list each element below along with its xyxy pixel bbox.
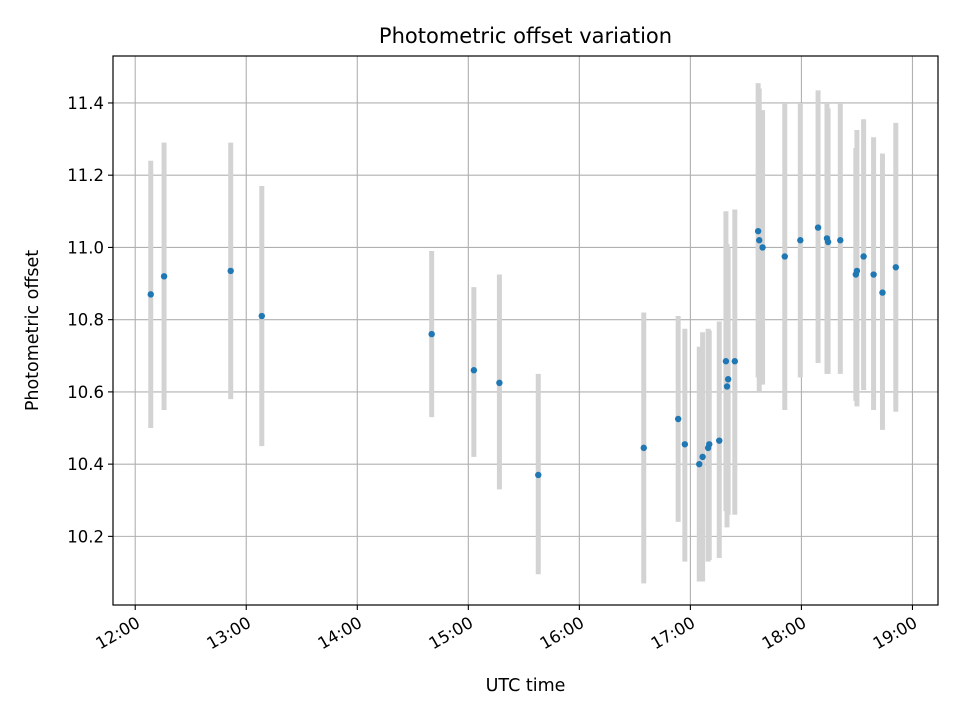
x-axis-label: UTC time xyxy=(486,676,566,696)
x-tick-label: 14:00 xyxy=(315,613,366,653)
y-tick-label: 10.6 xyxy=(67,383,104,402)
data-point xyxy=(674,415,682,423)
x-tick-label: 19:00 xyxy=(870,613,921,653)
data-point xyxy=(754,227,762,235)
x-tick-label: 13:00 xyxy=(204,613,255,653)
data-point xyxy=(824,238,832,246)
y-tick-label: 10.4 xyxy=(67,455,104,474)
data-point xyxy=(470,367,478,374)
data-point xyxy=(870,271,877,278)
data-point xyxy=(227,267,234,275)
chart-title: Photometric offset variation xyxy=(379,24,672,48)
data-point xyxy=(860,253,867,260)
y-tick-label: 11.4 xyxy=(67,94,104,113)
data-point xyxy=(699,453,706,461)
y-axis-label: Photometric offset xyxy=(23,250,43,411)
data-point xyxy=(535,471,542,479)
data-point xyxy=(706,441,713,448)
y-tick-label: 10.2 xyxy=(67,527,104,546)
y-tick-label: 11.2 xyxy=(67,166,104,185)
y-tick-label: 11.0 xyxy=(67,238,104,257)
data-point xyxy=(722,358,730,365)
data-point xyxy=(781,253,788,260)
data-point xyxy=(724,376,732,383)
x-tick-label: 18:00 xyxy=(759,613,810,653)
data-point xyxy=(696,460,703,468)
x-tick-label: 16:00 xyxy=(537,613,588,653)
data-point xyxy=(723,383,731,390)
data-point xyxy=(640,444,647,452)
error-bars xyxy=(148,83,899,584)
data-point xyxy=(797,237,804,244)
x-tick-label: 17:00 xyxy=(648,613,699,653)
data-point xyxy=(879,289,886,296)
data-point xyxy=(837,237,844,244)
data-point xyxy=(160,273,168,280)
data-point xyxy=(853,267,861,275)
data-points xyxy=(147,224,900,479)
data-point xyxy=(814,224,822,231)
x-tick-label: 12:00 xyxy=(93,613,144,653)
data-point xyxy=(258,312,265,320)
data-point xyxy=(716,437,723,444)
data-point xyxy=(756,237,763,244)
data-point xyxy=(892,264,900,271)
data-point xyxy=(681,441,689,448)
x-tick-label: 15:00 xyxy=(426,613,477,653)
grid xyxy=(113,56,938,605)
data-point xyxy=(147,291,154,298)
y-axis-ticks: 10.2 10.4 10.6 10.8 11.0 11.2 11.4 xyxy=(67,94,113,546)
y-tick-label: 10.8 xyxy=(67,311,104,330)
data-point xyxy=(428,330,435,338)
data-point xyxy=(731,358,739,365)
plot-frame xyxy=(112,55,939,606)
data-point xyxy=(759,244,766,251)
data-point xyxy=(496,379,503,387)
x-axis-ticks: 12:00 13:00 14:00 15:00 16:00 17:00 18:00 19:00 xyxy=(93,605,921,653)
